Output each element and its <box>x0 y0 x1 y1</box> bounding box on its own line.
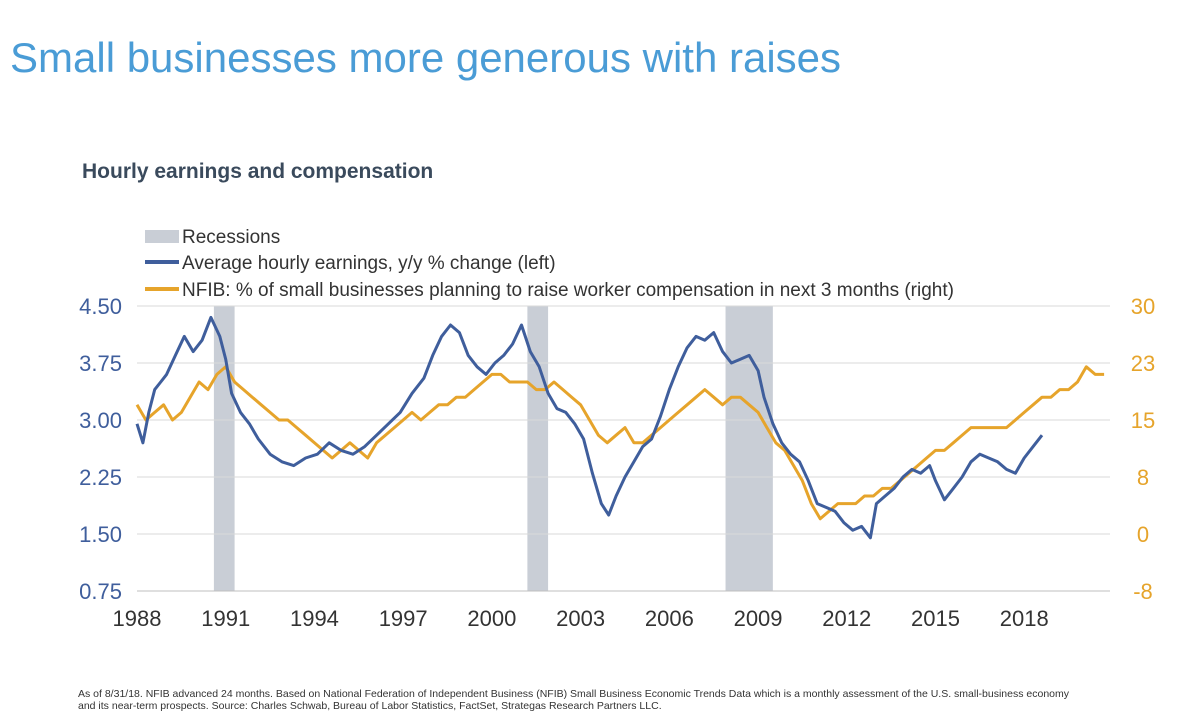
chart: 4.50 3.75 3.00 2.25 1.50 0.75 30 23 15 8 0 -8 1988 19… <box>79 227 1155 631</box>
x-tick-label: 2006 <box>645 606 694 631</box>
y-left-tick-label: 3.00 <box>79 408 122 433</box>
y-left-tick-label: 4.50 <box>79 294 122 319</box>
legend-swatch-recessions <box>145 230 179 243</box>
axis-ticks: 4.50 3.75 3.00 2.25 1.50 0.75 30 23 15 8 0 -8 1988 19… <box>79 294 1155 631</box>
y-left-tick-label: 2.25 <box>79 465 122 490</box>
legend-label-recessions: Recessions <box>182 227 280 248</box>
y-right-tick-label: 30 <box>1131 294 1155 319</box>
series-lines <box>135 315 1105 540</box>
x-tick-label: 2012 <box>822 606 871 631</box>
x-tick-label: 2000 <box>467 606 516 631</box>
series-line-nfib <box>135 365 1105 521</box>
x-tick-label: 1997 <box>379 606 428 631</box>
recession-bands <box>213 306 773 591</box>
gridlines <box>137 305 1110 592</box>
x-tick-label: 2003 <box>556 606 605 631</box>
footnote: As of 8/31/18. NFIB advanced 24 months. … <box>78 688 1069 712</box>
x-tick-label: 2009 <box>734 606 783 631</box>
page-title: Small businesses more generous with rais… <box>10 34 842 81</box>
chart-title: Hourly earnings and compensation <box>82 160 434 183</box>
recession-band-2 <box>725 306 773 591</box>
x-tick-label: 1991 <box>201 606 250 631</box>
y-right-tick-label: 0 <box>1137 522 1149 547</box>
legend-label-ahe: Average hourly earnings, y/y % change (l… <box>182 253 556 274</box>
legend: Recessions Average hourly earnings, y/y … <box>145 227 954 301</box>
y-right-tick-label: -8 <box>1133 579 1153 604</box>
series-line-ahe <box>135 315 1044 540</box>
y-right-tick-label: 23 <box>1131 351 1155 376</box>
x-tick-label: 2015 <box>911 606 960 631</box>
x-tick-label: 2018 <box>1000 606 1049 631</box>
y-right-tick-label: 15 <box>1131 408 1155 433</box>
y-left-tick-label: 0.75 <box>79 579 122 604</box>
y-left-tick-label: 3.75 <box>79 351 122 376</box>
x-tick-label: 1994 <box>290 606 339 631</box>
y-left-tick-label: 1.50 <box>79 522 122 547</box>
legend-label-nfib: NFIB: % of small businesses planning to … <box>182 280 954 301</box>
x-tick-label: 1988 <box>113 606 162 631</box>
y-right-tick-label: 8 <box>1137 465 1149 490</box>
